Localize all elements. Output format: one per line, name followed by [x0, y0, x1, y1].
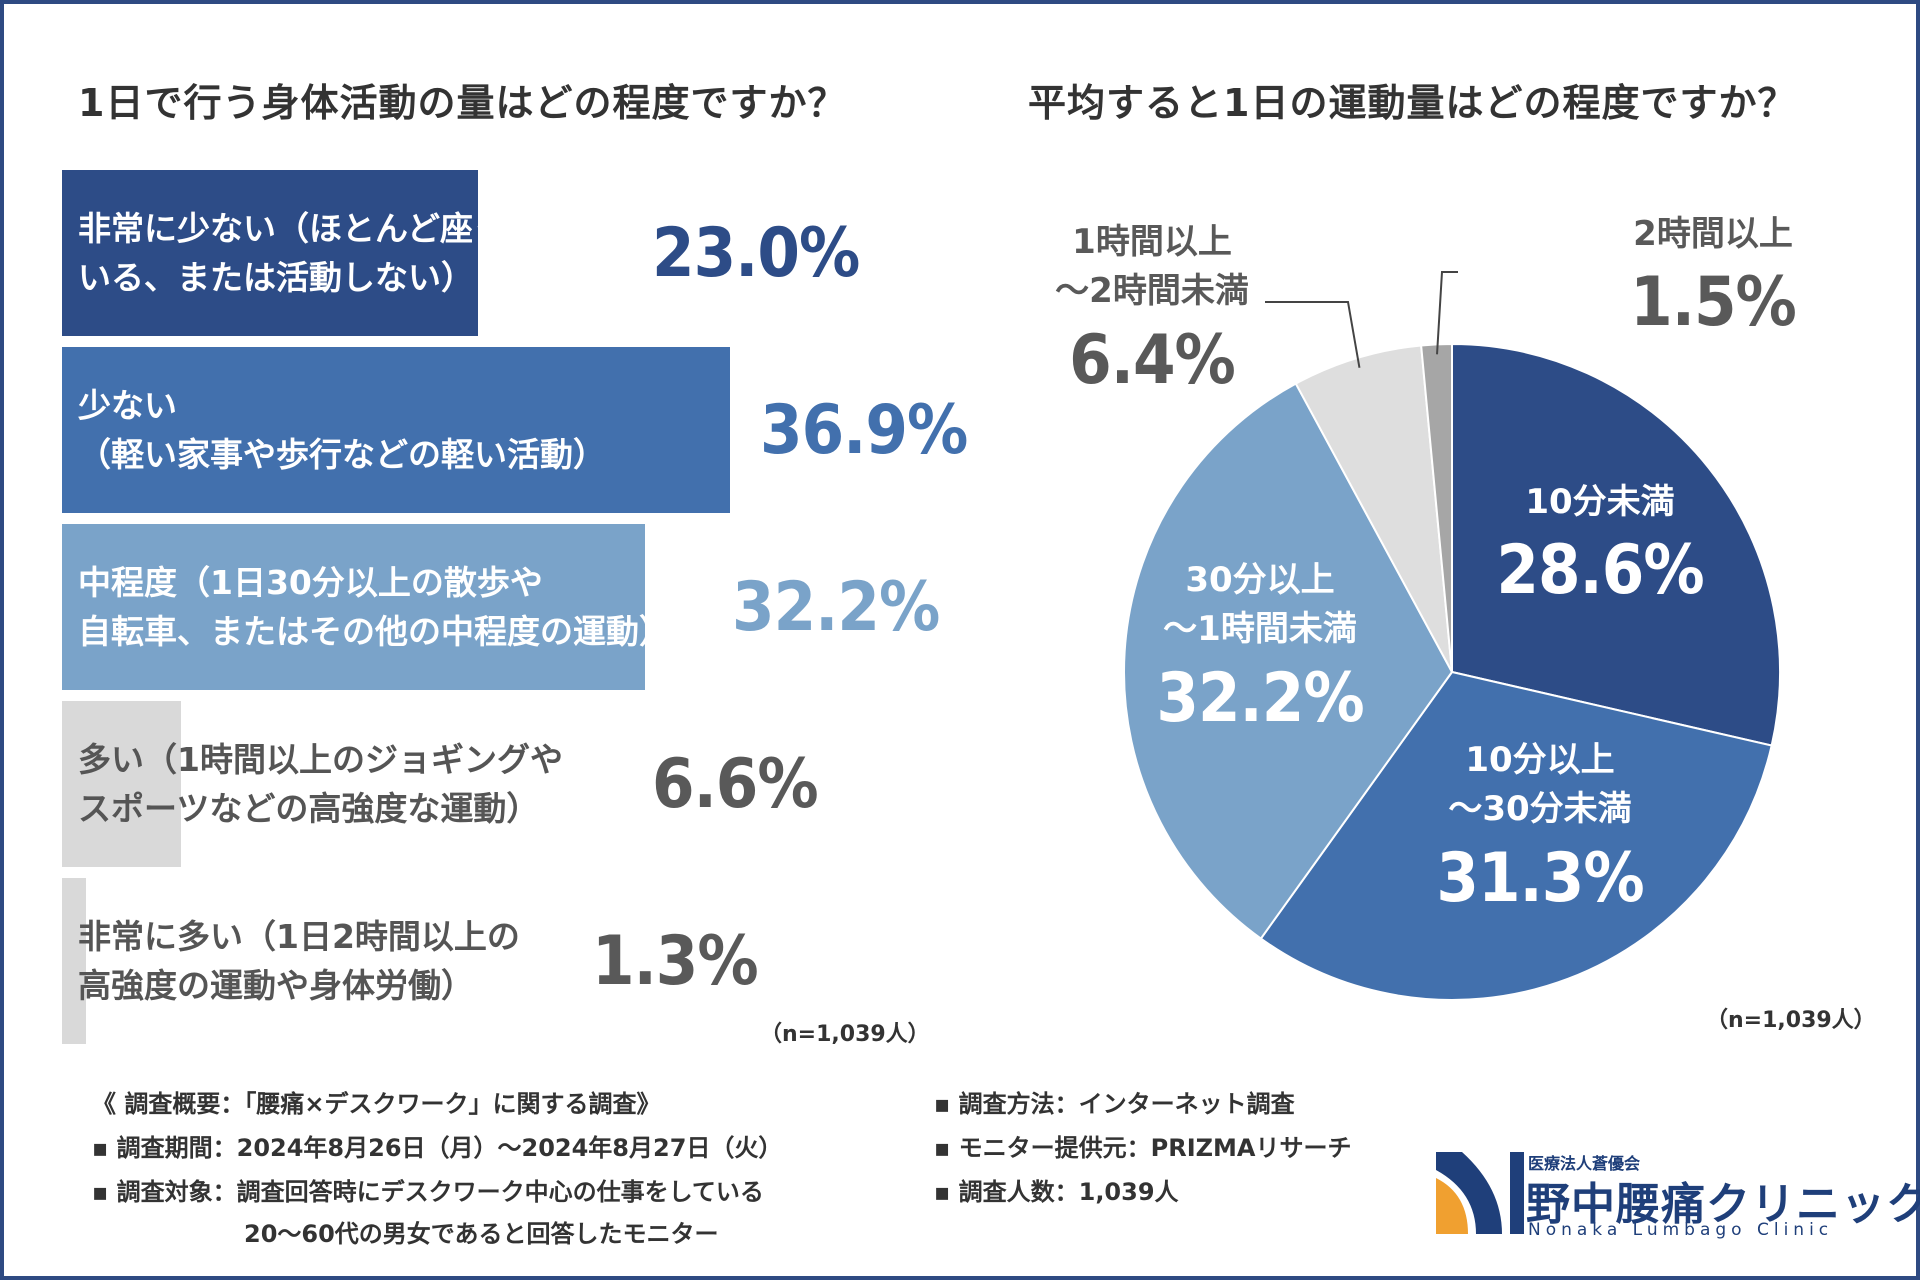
bar-value-label-1: 23.0%: [652, 213, 860, 293]
pie-category-label-5: 2時間以上: [1633, 214, 1793, 254]
bar-label-2: 少ない （軽い家事や歩行などの軽い活動）: [78, 385, 606, 475]
bar-value-label-3: 32.2%: [732, 567, 940, 647]
pie-chart-title: 平均すると1日の運動量はどの程度ですか？: [1028, 81, 1797, 125]
note-survey-method: ▪ 調査方法：インターネット調査: [934, 1090, 1295, 1118]
note-survey-period: ▪ 調査期間：2024年8月26日（月）～2024年8月27日（火）: [92, 1134, 783, 1162]
clinic-name-english: Nonaka Lumbago Clinic: [1528, 1220, 1834, 1240]
note-monitor-provider: ▪ モニター提供元：PRIZMAリサーチ: [934, 1134, 1352, 1162]
pie-label-group-4: 1時間以上 ～2時間未満 6.4%: [1002, 218, 1302, 405]
pie-leader-line-5: [1436, 271, 1458, 355]
clinic-name: 野中腰痛クリニック: [1526, 1179, 1920, 1230]
pie-slice-4: [1294, 344, 1453, 673]
pie-label-group-1: 10分未満 28.6%: [1480, 478, 1720, 616]
pie-chart-sample-size: （n=1,039人）: [1706, 1008, 1876, 1033]
bar-3: [62, 524, 645, 690]
note-survey-overview: 《 調査概要：「腰痛×デスクワーク」に関する調査》: [92, 1090, 661, 1118]
bar-label-5: 非常に多い（1日2時間以上の 高強度の運動や身体労働）: [78, 916, 520, 1006]
bar-2: [62, 347, 730, 513]
note-survey-target: ▪ 調査対象：調査回答時にデスクワーク中心の仕事をしている: [92, 1178, 764, 1206]
bar-5: [62, 878, 86, 1044]
pie-value-label-3: 32.2%: [1156, 658, 1364, 738]
bar-value-label-5: 1.3%: [592, 921, 759, 1001]
bar-4: [62, 701, 182, 867]
pie-slice-2: [1259, 670, 1773, 1001]
pie-value-label-1: 28.6%: [1496, 531, 1704, 611]
bar-chart-sample-size: （n=1,039人）: [760, 1022, 930, 1047]
pie-slice-5: [1420, 342, 1453, 673]
bar-value-label-2: 36.9%: [760, 390, 968, 470]
pie-label-group-3: 30分以上 ～1時間未満 32.2%: [1130, 556, 1390, 743]
pie-category-label-1: 10分未満: [1525, 482, 1675, 522]
bar-label-4: 多い（1時間以上のジョギングや スポーツなどの高強度な運動）: [78, 739, 563, 829]
note-respondents: ▪ 調査人数：1,039人: [934, 1178, 1179, 1206]
pie-label-group-2: 10分以上 ～30分未満 31.3%: [1420, 736, 1660, 923]
pie-category-label-3: 30分以上 ～1時間未満: [1163, 560, 1357, 650]
pie-value-label-2: 31.3%: [1436, 838, 1644, 918]
pie-category-label-4: 1時間以上 ～2時間未満: [1055, 222, 1249, 312]
bar-label-3: 中程度（1日30分以上の散歩や 自転車、またはその他の中程度の運動）: [78, 562, 672, 652]
clinic-logo-mark-icon: [1436, 1152, 1524, 1234]
pie-slice-1: [1451, 342, 1781, 747]
note-survey-target-cont: 20～60代の男女であると回答したモニター: [244, 1220, 719, 1248]
bar-label-1: 非常に少ない（ほとんど座って いる、または活動しない）: [78, 208, 538, 298]
pie-leader-line-4: [1265, 301, 1361, 368]
pie-category-label-2: 10分以上 ～30分未満: [1448, 740, 1632, 830]
pie-value-label-4: 6.4%: [1069, 320, 1236, 400]
pie-value-label-5: 1.5%: [1630, 263, 1797, 343]
pie-label-group-5: 2時間以上 1.5%: [1598, 210, 1828, 348]
clinic-org-name: 医療法人蒼優会: [1528, 1154, 1641, 1173]
bar-value-label-4: 6.6%: [652, 744, 819, 824]
clinic-logo: 医療法人蒼優会 野中腰痛クリニック Nonaka Lumbago Clinic: [1432, 1148, 1920, 1240]
bar-1: [62, 170, 479, 336]
bar-chart-title: 1日で行う身体活動の量はどの程度ですか？: [78, 81, 847, 125]
